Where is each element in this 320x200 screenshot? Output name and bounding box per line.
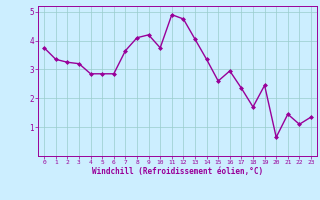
- X-axis label: Windchill (Refroidissement éolien,°C): Windchill (Refroidissement éolien,°C): [92, 167, 263, 176]
